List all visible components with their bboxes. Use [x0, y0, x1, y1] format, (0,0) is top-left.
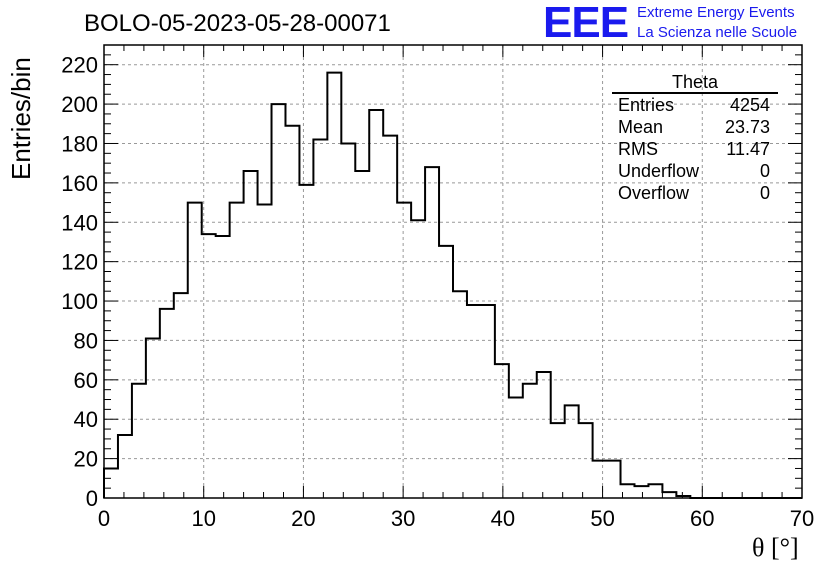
stats-row-overflow: Overflow 0	[612, 182, 778, 204]
histogram-bin	[132, 384, 146, 498]
stats-label: RMS	[618, 139, 658, 159]
histogram-bin	[285, 126, 299, 498]
axes	[103, 44, 803, 499]
histogram-bin	[160, 309, 174, 498]
histogram-bin	[216, 236, 230, 498]
y-tick-label: 0	[86, 486, 98, 511]
chart-title: BOLO-05-2023-05-28-00071	[84, 10, 391, 37]
stats-row-rms: RMS 11.47	[612, 138, 778, 160]
stats-row-entries: Entries 4254	[612, 94, 778, 116]
histogram-bin	[299, 185, 313, 498]
histogram-bin	[495, 364, 509, 498]
x-tick-label: 50	[590, 506, 614, 531]
x-tick-label: 70	[790, 506, 814, 531]
x-tick-label: 10	[191, 506, 215, 531]
x-tick-label: 0	[98, 506, 110, 531]
stats-value: 0	[759, 161, 770, 181]
y-tick-label: 40	[74, 407, 98, 432]
histogram-bin	[188, 203, 202, 498]
histogram-bin	[537, 372, 551, 498]
y-tick-label: 220	[61, 53, 98, 78]
histogram-bin	[634, 486, 648, 498]
histogram-bars	[103, 71, 802, 499]
y-tick-label: 200	[61, 92, 98, 117]
y-tick-label: 100	[61, 289, 98, 314]
histogram-bin	[397, 203, 411, 498]
histogram-bin	[327, 73, 341, 498]
y-tick-label: 60	[74, 368, 98, 393]
histogram-bin	[523, 384, 537, 498]
y-tick-label: 140	[61, 210, 98, 235]
histogram-bin	[467, 305, 481, 498]
histogram-bin	[174, 293, 188, 498]
y-tick-label: 160	[61, 171, 98, 196]
logo-caption-line2: La Scienza nelle Scuole	[637, 24, 798, 41]
histogram-bin	[355, 171, 369, 498]
stats-row-underflow: Underflow 0	[612, 160, 778, 182]
histogram-bin	[425, 167, 439, 498]
y-tick-label: 20	[74, 447, 98, 472]
histogram-bin	[509, 398, 523, 498]
grid-lines	[104, 45, 802, 498]
x-tick-label: 60	[690, 506, 714, 531]
histogram-bin	[244, 171, 258, 498]
stats-title: Theta	[612, 72, 778, 94]
histogram-bin	[439, 246, 453, 498]
histogram-bin	[579, 423, 593, 498]
histogram-bin	[230, 203, 244, 498]
histogram-bin	[118, 435, 132, 498]
histogram-bin	[104, 468, 118, 498]
histogram-bin	[146, 338, 160, 498]
stats-label: Entries	[618, 95, 675, 115]
histogram-bin	[593, 461, 607, 498]
histogram-bin	[453, 291, 467, 498]
histogram-bin	[481, 305, 495, 498]
histogram-outline	[103, 71, 802, 499]
tick-labels: 0 10 20 30 40 50 60 70 0 20 40 60 80 100 120 140 160 180 2…	[61, 53, 814, 531]
histogram-bin	[258, 205, 272, 498]
histogram-bin	[607, 461, 621, 498]
x-tick-label: 40	[491, 506, 515, 531]
histogram-bin	[383, 136, 397, 498]
eee-logo: EEE	[543, 0, 629, 47]
stats-label: Mean	[618, 117, 664, 137]
stats-row-mean: Mean 23.73	[612, 116, 778, 138]
stats-box: Theta Entries 4254 Mean 23.73 RMS 11.47 …	[612, 72, 778, 204]
y-tick-label: 80	[74, 328, 98, 353]
stats-value: 0	[759, 183, 770, 203]
y-axis-label: Entries/bin	[6, 57, 36, 180]
histogram-bin	[313, 140, 327, 498]
y-tick-label: 120	[61, 250, 98, 275]
stats-value: 23.73	[724, 117, 770, 137]
stats-label: Underflow	[618, 161, 700, 181]
stats-value: 11.47	[726, 139, 770, 159]
histogram-bin	[369, 110, 383, 498]
histogram-bin	[551, 423, 565, 498]
x-tick-label: 20	[291, 506, 315, 531]
y-tick-label: 180	[61, 131, 98, 156]
logo-caption-line1: Extreme Energy Events	[637, 4, 795, 21]
histogram-bin	[341, 143, 355, 498]
x-tick-label: 30	[391, 506, 415, 531]
stats-value: 4254	[729, 95, 770, 115]
histogram-bin	[648, 484, 662, 498]
x-axis-label: θ [°]	[752, 533, 799, 562]
stats-label: Overflow	[618, 183, 690, 203]
